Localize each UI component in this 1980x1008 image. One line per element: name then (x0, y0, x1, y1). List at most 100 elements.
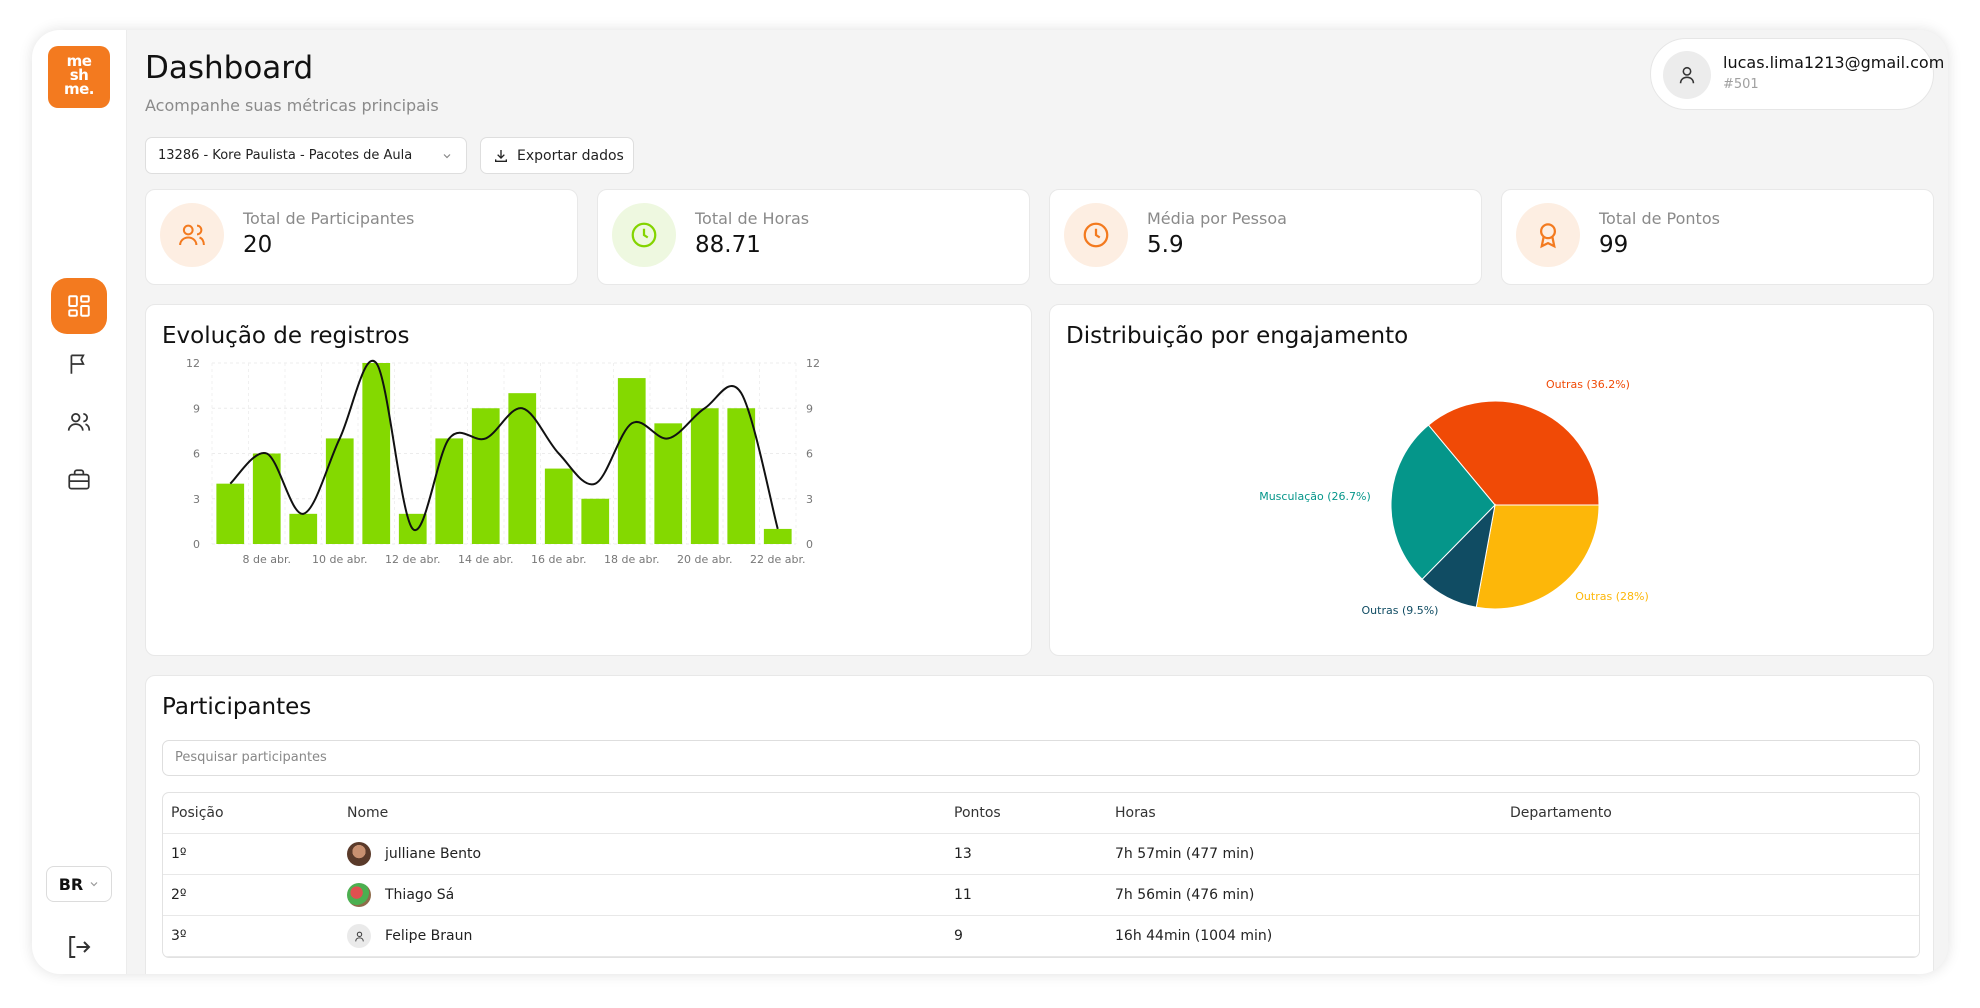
sidebar-item-dashboard[interactable] (51, 278, 107, 334)
position-cell: 1º (171, 846, 187, 862)
stat-icon-wrap (612, 203, 676, 267)
chart-bar (727, 408, 756, 544)
column-header[interactable]: Nome (347, 805, 389, 821)
export-button[interactable]: Exportar dados (480, 137, 634, 174)
dashboard-grid-icon (68, 295, 90, 317)
page-title: Dashboard (145, 50, 314, 86)
chart-bar (252, 453, 281, 544)
y-tick-label: 0 (193, 538, 200, 551)
x-tick-label: 10 de abr. (312, 553, 367, 566)
users-icon (67, 413, 91, 431)
table-row[interactable]: 3º Felipe Braun 9 16h 44min (1004 min) (163, 916, 1919, 957)
y-tick-label-right: 9 (806, 402, 813, 415)
export-label: Exportar dados (517, 147, 624, 164)
records-chart-card: Evolução de registros 0 0 3 3 6 6 9 9 12 12 8 de a… (145, 304, 1032, 656)
chart-bar (544, 468, 573, 544)
pie-slice-label: Outras (28%) (1575, 590, 1648, 603)
chart-bar (654, 423, 683, 544)
flag-icon (70, 354, 85, 374)
user-icon (1679, 66, 1695, 84)
user-id: #501 (1723, 77, 1759, 92)
sidebar-item-users[interactable] (51, 394, 107, 450)
stat-card-participants: Total de Participantes 20 (145, 189, 578, 285)
chevron-down-icon (90, 882, 98, 887)
stat-card-points: Total de Pontos 99 (1501, 189, 1934, 285)
participants-table: Posição Nome Pontos Horas Departamento 1… (162, 792, 1920, 958)
logout-icon[interactable] (64, 932, 94, 962)
logo-text-line: me (66, 52, 92, 70)
pie-slice (1475, 504, 1600, 610)
stat-icon-wrap (1516, 203, 1580, 267)
column-header[interactable]: Horas (1115, 805, 1156, 821)
avatar (1663, 51, 1711, 99)
users-icon (179, 224, 205, 246)
chart-bar (690, 408, 719, 544)
logo-text-line: sh (69, 66, 89, 84)
logo-text-line: me. (63, 80, 95, 98)
y-tick-label-right: 6 (806, 448, 813, 461)
app-logo[interactable]: me sh me. (48, 46, 110, 108)
sidebar-item-companies[interactable] (51, 452, 107, 508)
language-selector[interactable]: BR (46, 866, 112, 902)
points-cell: 13 (954, 846, 972, 862)
name-cell: julliane Bento (347, 842, 481, 866)
y-tick-label: 9 (193, 402, 200, 415)
table-row[interactable]: 1º julliane Bento 13 7h 57min (477 min) (163, 834, 1919, 875)
chart-bar (325, 438, 354, 544)
table-row[interactable]: 2º Thiago Sá 11 7h 56min (476 min) (163, 875, 1919, 916)
stat-icon-wrap (1064, 203, 1128, 267)
chart-title: Evolução de registros (162, 323, 410, 349)
x-tick-label: 20 de abr. (677, 553, 732, 566)
name-cell: Thiago Sá (347, 883, 454, 907)
points-cell: 9 (954, 928, 963, 944)
chart-bar (617, 378, 646, 544)
participants-card: Participantes Pesquisar participantes Po… (145, 675, 1934, 974)
pie-slice-label: Outras (9.5%) (1362, 604, 1439, 617)
records-chart: 0 0 3 3 6 6 9 9 12 12 8 de abr. 10 de abr. 12 de abr… (186, 357, 820, 566)
user-profile-card[interactable]: lucas.lima1213@gmail.com #501 (1650, 38, 1944, 110)
stat-icon-wrap (160, 203, 224, 267)
download-icon (495, 149, 507, 162)
column-header[interactable]: Departamento (1510, 805, 1612, 821)
chart-bar (362, 363, 391, 544)
chevron-down-icon (443, 154, 451, 159)
clock-icon (631, 222, 657, 248)
sidebar: me sh me. BR (32, 30, 127, 974)
select-value: 13286 - Kore Paulista - Pacotes de Aula (158, 148, 413, 163)
points-cell: 11 (954, 887, 972, 903)
app-window: me sh me. BR Dashboard Acompanhe suas mé… (32, 30, 1948, 974)
y-tick-label-right: 3 (806, 493, 813, 506)
stat-value: 20 (243, 232, 273, 258)
participant-name: Felipe Braun (385, 928, 473, 944)
briefcase-icon (68, 469, 90, 490)
position-cell: 3º (171, 928, 187, 944)
chart-bar (763, 528, 792, 544)
chart-bar (435, 438, 464, 544)
chart-title: Distribuição por engajamento (1066, 323, 1409, 349)
hours-cell: 7h 57min (477 min) (1115, 846, 1255, 862)
avatar (347, 924, 371, 948)
chart-bar (216, 483, 245, 544)
hours-cell: 7h 56min (476 min) (1115, 887, 1255, 903)
search-input[interactable]: Pesquisar participantes (162, 740, 1920, 776)
program-select[interactable]: 13286 - Kore Paulista - Pacotes de Aula (145, 137, 467, 174)
pie-slice-label: Outras (36.2%) (1546, 378, 1630, 391)
column-header[interactable]: Posição (171, 805, 224, 821)
clock-icon (1083, 222, 1109, 248)
stat-value: 88.71 (695, 232, 761, 258)
pie-slice (1390, 424, 1496, 580)
x-tick-label: 8 de abr. (243, 553, 291, 566)
x-tick-label: 12 de abr. (385, 553, 440, 566)
stat-label: Total de Horas (695, 209, 810, 228)
pie-slice (1427, 400, 1600, 506)
sidebar-item-challenges[interactable] (51, 336, 107, 392)
table-header: Posição Nome Pontos Horas Departamento (163, 793, 1919, 834)
hours-cell: 16h 44min (1004 min) (1115, 928, 1273, 944)
y-tick-label-right: 0 (806, 538, 813, 551)
x-tick-label: 22 de abr. (750, 553, 805, 566)
stat-value: 99 (1599, 232, 1629, 258)
avatar (347, 883, 371, 907)
chart-bar (581, 498, 610, 544)
stat-label: Total de Pontos (1599, 209, 1720, 228)
column-header[interactable]: Pontos (954, 805, 1001, 821)
